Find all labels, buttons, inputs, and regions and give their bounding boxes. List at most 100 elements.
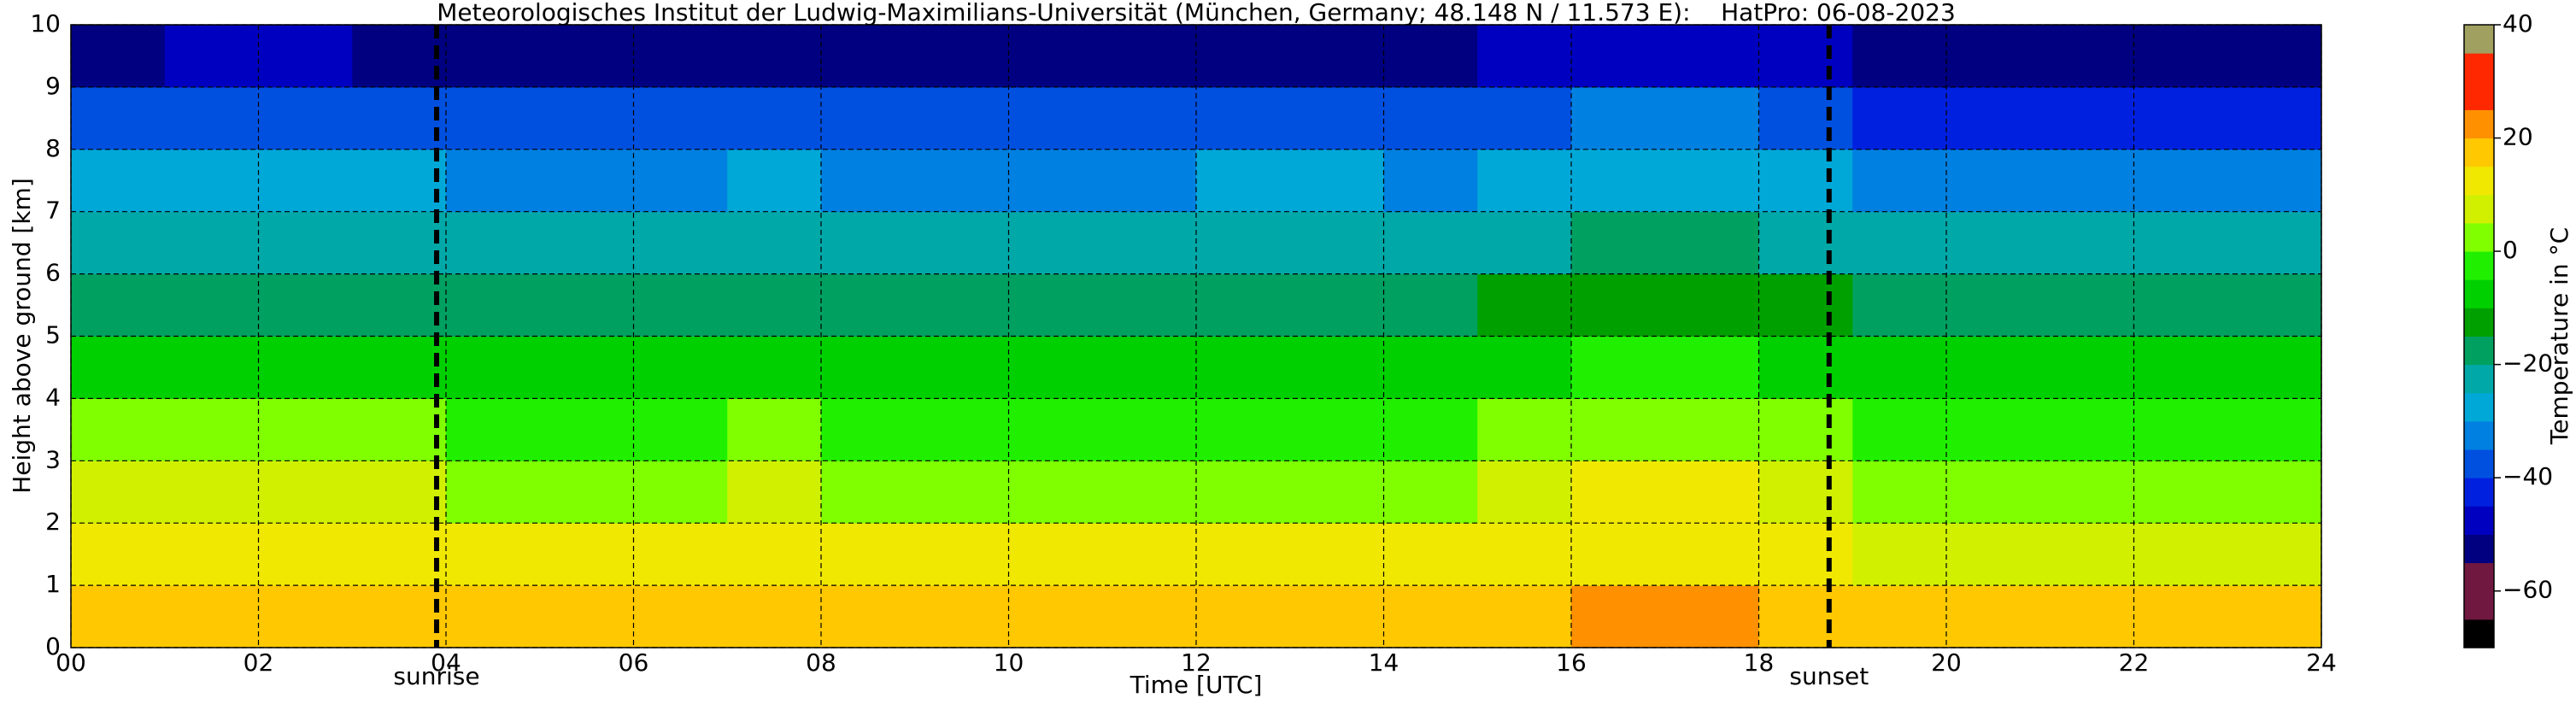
heatmap-cell <box>1196 461 1291 524</box>
heatmap-cell <box>633 585 728 648</box>
heatmap-cell <box>1289 211 1384 275</box>
heatmap-cell <box>258 25 353 88</box>
colorbar-segment <box>2464 109 2494 139</box>
heatmap-cell <box>727 273 822 337</box>
colorbar-segment <box>2464 166 2494 196</box>
heatmap-cell <box>2133 523 2228 586</box>
colorbar-segment <box>2464 478 2494 507</box>
heatmap-cell <box>1383 273 1478 337</box>
heatmap-cell <box>539 273 634 337</box>
heatmap-cell <box>446 585 541 648</box>
heatmap-cell <box>1289 336 1384 399</box>
heatmap-cell <box>2227 149 2322 213</box>
heatmap-cell <box>539 25 634 88</box>
heatmap-cell <box>727 149 822 213</box>
heatmap-cell <box>914 523 1009 586</box>
heatmap-cell <box>1196 149 1291 213</box>
x-tick-label: 12 <box>1181 648 1212 677</box>
heatmap-cell <box>1477 273 1572 337</box>
heatmap-cell <box>71 273 166 337</box>
heatmap-cell <box>1946 336 2041 399</box>
heatmap-cell <box>71 149 166 213</box>
heatmap-cell <box>446 149 541 213</box>
heatmap-cell <box>1664 86 1759 150</box>
colorbar-segment <box>2464 619 2494 648</box>
heatmap-cell <box>1008 273 1103 337</box>
heatmap-cell <box>539 149 634 213</box>
heatmap-cell <box>1852 273 1947 337</box>
heatmap-cell <box>352 461 447 524</box>
x-tick-label: 02 <box>244 648 274 677</box>
x-tick-label: 08 <box>806 648 836 677</box>
heatmap-cell <box>446 398 541 461</box>
colorbar-frame <box>2463 24 2495 648</box>
colorbar-segment <box>2464 138 2494 167</box>
heatmap-cell <box>2039 585 2134 648</box>
colorbar-segment <box>2464 364 2494 394</box>
heatmap-cell <box>1008 461 1103 524</box>
heatmap-cell <box>164 461 259 524</box>
heatmap-cell <box>1477 25 1572 88</box>
heatmap-cell <box>1102 86 1197 150</box>
heatmap-cell <box>71 336 166 399</box>
heatmap-cell <box>727 86 822 150</box>
heatmap-cell <box>164 398 259 461</box>
heatmap-cell <box>1196 585 1291 648</box>
heatmap-cell <box>258 336 353 399</box>
heatmap-cell <box>2133 25 2228 88</box>
heatmap-cell <box>71 523 166 586</box>
heatmap-cell <box>1008 149 1103 213</box>
colorbar-segment <box>2464 222 2494 252</box>
heatmap-cell <box>1477 211 1572 275</box>
heatmap-cell <box>1196 25 1291 88</box>
colorbar-segment <box>2464 590 2494 620</box>
heatmap-cell <box>539 211 634 275</box>
heatmap-cell <box>1477 461 1572 524</box>
heatmap-cell <box>633 273 728 337</box>
heatmap-cell <box>2133 149 2228 213</box>
heatmap-cell <box>1196 336 1291 399</box>
heatmap-cell <box>71 25 166 88</box>
heatmap-cell <box>2227 273 2322 337</box>
heatmap-cell <box>1008 336 1103 399</box>
heatmap-cell <box>1571 25 1666 88</box>
heatmap-cell <box>821 25 916 88</box>
heatmap-cell <box>633 523 728 586</box>
x-tick-label: 04 <box>431 648 461 677</box>
heatmap-cell <box>633 336 728 399</box>
heatmap-cell <box>1102 149 1197 213</box>
y-tick-label: 1 <box>45 570 61 598</box>
heatmap-cell <box>2227 585 2322 648</box>
heatmap-cell <box>539 461 634 524</box>
heatmap-cell <box>1946 211 2041 275</box>
heatmap-cell <box>1383 336 1478 399</box>
colorbar-segment <box>2464 534 2494 564</box>
heatmap-cell <box>1196 273 1291 337</box>
heatmap-cell <box>2133 585 2228 648</box>
colorbar-segment <box>2464 81 2494 110</box>
heatmap-cell <box>727 211 822 275</box>
y-tick-label: 0 <box>45 632 61 660</box>
heatmap-cell <box>1477 86 1572 150</box>
colorbar-segment <box>2464 53 2494 82</box>
heatmap-cell <box>914 86 1009 150</box>
y-tick-label: 9 <box>45 72 61 100</box>
y-tick-label: 3 <box>45 445 61 473</box>
heatmap-cell <box>164 25 259 88</box>
heatmap-cell <box>1102 585 1197 648</box>
heatmap-cell <box>539 523 634 586</box>
heatmap-cell <box>1196 211 1291 275</box>
heatmap-cell <box>1852 86 1947 150</box>
colorbar-segment <box>2464 392 2494 422</box>
heatmap-cell <box>539 86 634 150</box>
heatmap-cell <box>258 149 353 213</box>
heatmap-cell <box>821 149 916 213</box>
heatmap-cell <box>914 149 1009 213</box>
annotation-label: sunrise <box>393 662 479 690</box>
colorbar-tick-label: 40 <box>2503 9 2533 38</box>
x-tick-label: 16 <box>1556 648 1587 677</box>
colorbar-tick-label: 0 <box>2503 236 2518 264</box>
heatmap-cell <box>164 149 259 213</box>
heatmap-cell <box>1102 461 1197 524</box>
heatmap-cell <box>821 336 916 399</box>
